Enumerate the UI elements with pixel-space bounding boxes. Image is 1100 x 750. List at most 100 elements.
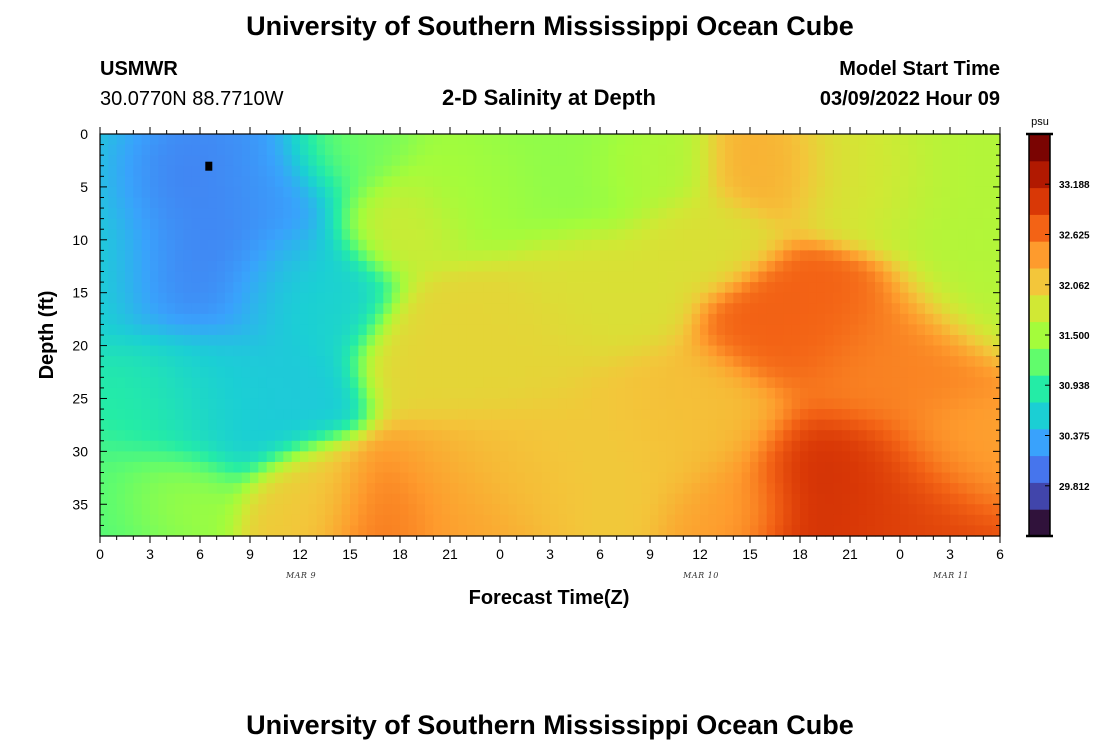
heatmap-cell [691, 144, 701, 156]
heatmap-cell [741, 250, 751, 262]
heatmap-cell [100, 186, 109, 199]
heatmap-cell [466, 218, 476, 230]
heatmap-cell [775, 366, 784, 378]
heatmap-cell [983, 335, 993, 347]
heatmap-cell [558, 208, 568, 220]
heatmap-cell [891, 483, 901, 495]
heatmap-cell [625, 271, 634, 283]
heatmap-cell [850, 303, 859, 315]
heatmap-cell [166, 197, 176, 209]
heatmap-cell [916, 324, 926, 336]
heatmap-cell [616, 303, 626, 315]
heatmap-cell [508, 451, 518, 463]
heatmap-cell [208, 176, 218, 188]
heatmap-cell [808, 239, 818, 251]
heatmap-cell [616, 483, 626, 495]
heatmap-cell [916, 282, 926, 294]
heatmap-cell [791, 335, 801, 347]
heatmap-cell [958, 514, 968, 527]
heatmap-cell [316, 356, 326, 368]
heatmap-cell [808, 155, 818, 167]
heatmap-cell [441, 472, 451, 484]
heatmap-cell [841, 419, 851, 431]
heatmap-cell [258, 461, 268, 474]
heatmap-cell [183, 387, 193, 400]
heatmap-cell [216, 504, 226, 516]
heatmap-cell [966, 282, 976, 294]
heatmap-cell [300, 176, 309, 188]
heatmap-cell [625, 451, 634, 463]
heatmap-cell [441, 419, 451, 431]
heatmap-cell [341, 525, 351, 537]
heatmap-cell [691, 303, 701, 315]
heatmap-cell [966, 472, 976, 484]
heatmap-cell [858, 186, 868, 199]
heatmap-cell [491, 366, 501, 378]
heatmap-cell [583, 419, 593, 431]
heatmap-cell [258, 282, 268, 294]
heatmap-cell [616, 313, 626, 326]
heatmap-cell [391, 186, 401, 199]
heatmap-cell [300, 398, 309, 410]
heatmap-cell [341, 176, 351, 188]
heatmap-cell [591, 345, 601, 357]
heatmap-cell [816, 324, 826, 336]
heatmap-cell [750, 134, 759, 146]
heatmap-cell [216, 345, 226, 357]
heatmap-cell [483, 504, 493, 516]
heatmap-cell [291, 387, 301, 400]
heatmap-cell [516, 303, 526, 315]
heatmap-cell [566, 292, 576, 304]
heatmap-cell [375, 271, 384, 283]
heatmap-cell [758, 409, 768, 421]
heatmap-cell [725, 229, 734, 241]
heatmap-cell [575, 282, 584, 294]
heatmap-cell [491, 440, 501, 452]
heatmap-cell [616, 260, 626, 273]
heatmap-cell [808, 472, 818, 484]
heatmap-cell [258, 176, 268, 188]
heatmap-cell [683, 366, 693, 378]
heatmap-cell [316, 197, 326, 209]
heatmap-cell [658, 356, 668, 368]
heatmap-cell [808, 303, 818, 315]
heatmap-cell [675, 250, 684, 262]
heatmap-cell [433, 229, 443, 241]
heatmap-cell [933, 398, 943, 410]
heatmap-cell [341, 165, 351, 177]
heatmap-cell [550, 366, 559, 378]
heatmap-cell [266, 165, 276, 177]
heatmap-cell [375, 461, 384, 474]
heatmap-cell [508, 155, 518, 167]
heatmap-cell [966, 176, 976, 188]
heatmap-cell [900, 282, 909, 294]
heatmap-cell [633, 165, 643, 177]
heatmap-cell [241, 440, 251, 452]
heatmap-cell [158, 271, 168, 283]
heatmap-cell [958, 186, 968, 199]
heatmap-cell [808, 483, 818, 495]
heatmap-cell [733, 419, 743, 431]
heatmap-cell [308, 218, 318, 230]
heatmap-cell [908, 303, 918, 315]
heatmap-cell [450, 514, 459, 527]
heatmap-cell [675, 451, 684, 463]
heatmap-cell [550, 409, 559, 421]
heatmap-cell [875, 409, 884, 421]
heatmap-cell [258, 356, 268, 368]
heatmap-cell [308, 525, 318, 537]
heatmap-cell [508, 324, 518, 336]
heatmap-cell [175, 271, 184, 283]
heatmap-cell [750, 366, 759, 378]
heatmap-cell [891, 419, 901, 431]
heatmap-cell [166, 260, 176, 273]
heatmap-cell [766, 514, 776, 527]
heatmap-cell [483, 366, 493, 378]
heatmap-cell [291, 144, 301, 156]
x-tick-label: 0 [96, 546, 104, 562]
heatmap-cell [241, 186, 251, 199]
heatmap-cell [916, 472, 926, 484]
x-tick-label: 9 [646, 546, 654, 562]
heatmap-cell [666, 409, 676, 421]
heatmap-cell [416, 165, 426, 177]
